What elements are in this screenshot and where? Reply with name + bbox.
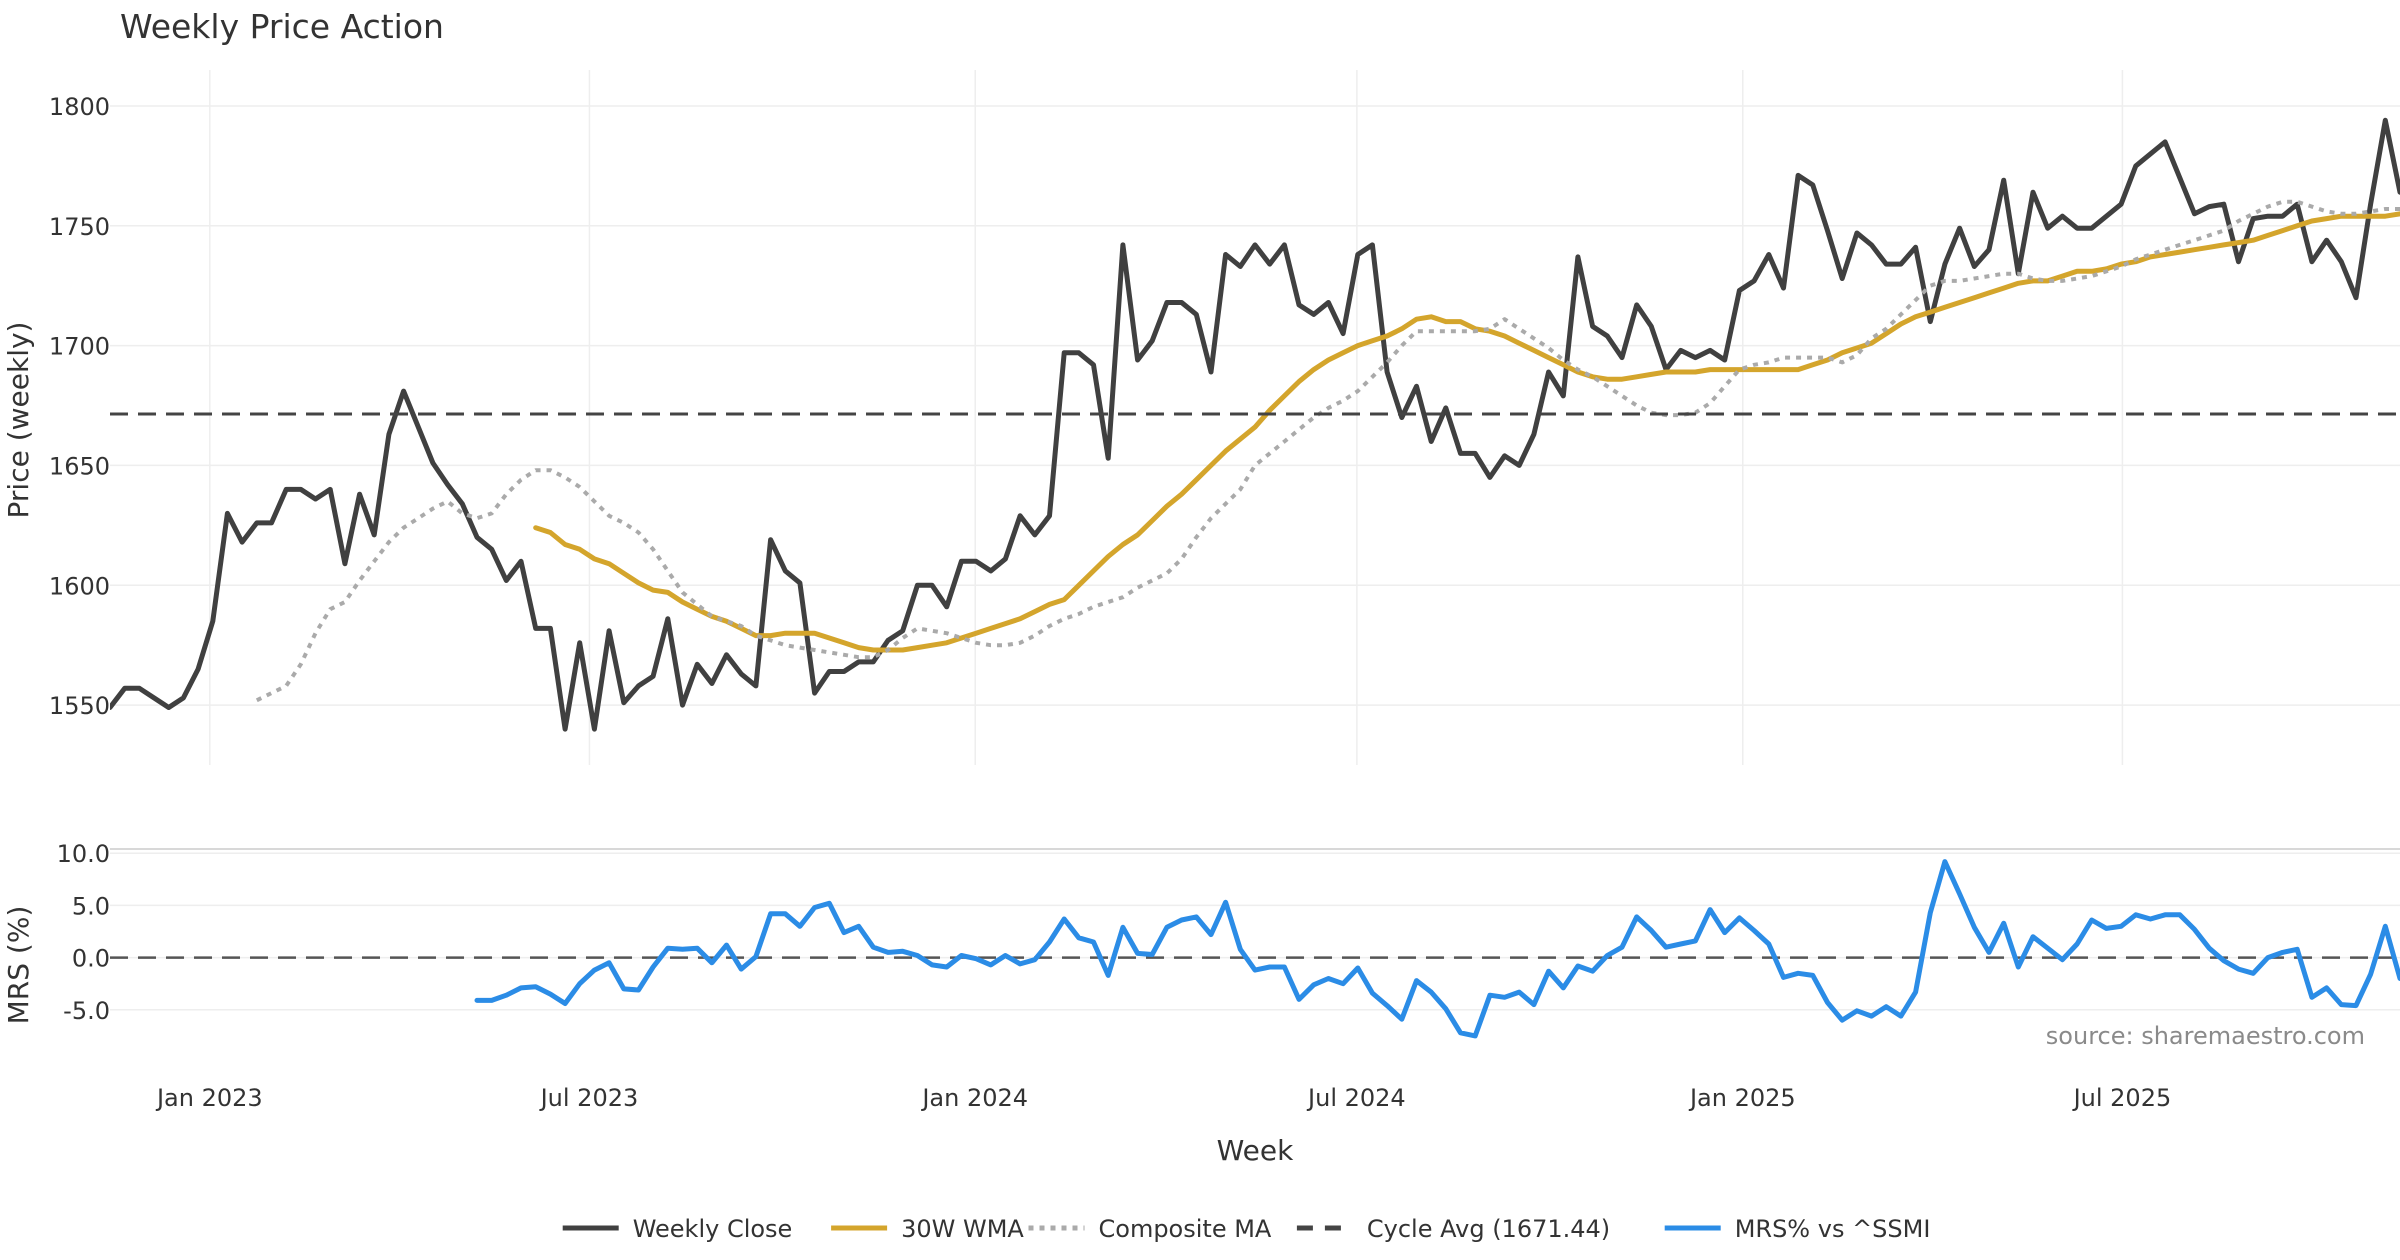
x-tick-label: Jul 2025 — [2072, 1084, 2172, 1112]
legend-label: Composite MA — [1099, 1215, 1272, 1243]
composite-ma-series-line — [255, 199, 2400, 703]
mrs-series — [474, 859, 2400, 1039]
x-tick-label: Jul 2024 — [1306, 1084, 1406, 1112]
price-grid — [110, 70, 2400, 765]
price-y-tick-label: 1700 — [49, 333, 110, 361]
price-y-tick-label: 1800 — [49, 93, 110, 121]
legend-label: Weekly Close — [633, 1215, 793, 1243]
x-tick-label: Jul 2023 — [539, 1084, 639, 1112]
price-y-tick-label: 1600 — [49, 572, 110, 600]
price-y-tick-label: 1550 — [49, 692, 110, 720]
x-axis-label: Week — [1217, 1134, 1294, 1167]
price-y-ticks: 1550 1600 1650 1700 1750 1800 — [49, 93, 110, 720]
legend-label: MRS% vs ^SSMI — [1735, 1215, 1931, 1243]
x-axis-ticks: Jan 2023 Jul 2023 Jan 2024 Jul 2024 Jan 2025… — [155, 1084, 2171, 1112]
mrs-panel: 10.0 5.0 0.0 -5.0 MRS (%) source: sharemaes… — [2, 840, 2400, 1050]
x-tick-label: Jan 2023 — [155, 1084, 263, 1112]
price-y-tick-label: 1650 — [49, 452, 110, 480]
x-tick-label: Jan 2024 — [920, 1084, 1028, 1112]
x-tick-label: Jan 2025 — [1688, 1084, 1796, 1112]
price-panel: 1550 1600 1650 1700 1750 1800 Price (weekly) — [2, 70, 2400, 765]
price-series — [110, 117, 2400, 732]
source-text: source: sharemaestro.com — [2046, 1022, 2365, 1050]
mrs-grid — [110, 848, 2400, 1011]
mrs-y-tick-label: 10.0 — [57, 840, 110, 868]
chart-title: Weekly Price Action — [120, 7, 444, 46]
mrs-y-ticks: 10.0 5.0 0.0 -5.0 — [57, 840, 110, 1025]
mrs-y-tick-label: -5.0 — [63, 997, 110, 1025]
mrs-y-tick-label: 0.0 — [72, 945, 110, 973]
mrs-y-axis-label: MRS (%) — [2, 906, 35, 1025]
mrs-vs-ssmi-series-line — [474, 859, 2400, 1039]
30w-wma-series-line — [533, 211, 2400, 653]
price-y-tick-label: 1750 — [49, 213, 110, 241]
mrs-y-tick-label: 5.0 — [72, 892, 110, 920]
legend: Weekly Close 30W WMA Composite MA Cycle Avg… — [562, 1215, 1931, 1243]
legend-label: Cycle Avg (1671.44) — [1367, 1215, 1610, 1243]
price-y-axis-label: Price (weekly) — [2, 322, 35, 519]
legend-label: 30W WMA — [901, 1215, 1024, 1243]
